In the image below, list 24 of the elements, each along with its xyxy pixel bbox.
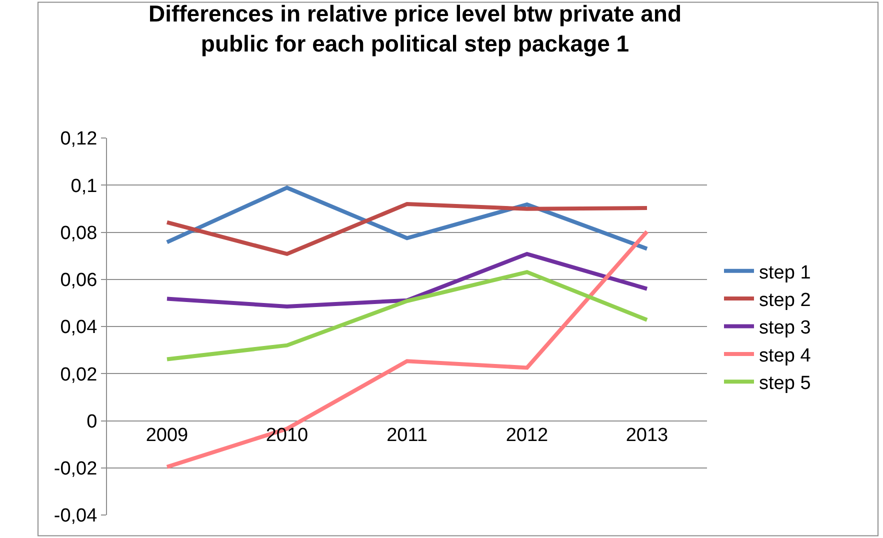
line-series bbox=[165, 186, 649, 251]
y-tick-label: 0,1 bbox=[70, 176, 98, 197]
x-tick-label: 2010 bbox=[266, 424, 308, 446]
y-tick-label: 0,12 bbox=[60, 128, 98, 150]
line-series bbox=[165, 252, 649, 308]
x-tick-label: 2009 bbox=[146, 424, 188, 446]
line-series bbox=[165, 270, 649, 362]
y-tick-label: -0,04 bbox=[54, 506, 98, 527]
legend-label: step 2 bbox=[759, 290, 811, 311]
legend-label: step 1 bbox=[759, 262, 811, 284]
y-tick-label: 0,06 bbox=[60, 270, 98, 292]
chart-title: Differences in relative price level btw private and public for each political step package 1 bbox=[148, 0, 682, 56]
y-tick-label: 0,04 bbox=[60, 317, 98, 338]
legend-label: step 3 bbox=[759, 318, 811, 339]
x-tick-label: 2012 bbox=[506, 424, 548, 446]
x-tick-label: 2011 bbox=[386, 424, 428, 446]
y-tick-label: 0 bbox=[86, 411, 98, 432]
y-tick-label: -0,02 bbox=[54, 458, 98, 480]
legend-label: step 4 bbox=[759, 345, 812, 366]
y-tick-label: 0,02 bbox=[60, 364, 98, 386]
y-tick-label: 0,08 bbox=[60, 222, 98, 244]
x-tick-label: 2013 bbox=[626, 424, 668, 446]
legend-label: step 5 bbox=[759, 373, 811, 394]
line-series bbox=[165, 202, 649, 256]
